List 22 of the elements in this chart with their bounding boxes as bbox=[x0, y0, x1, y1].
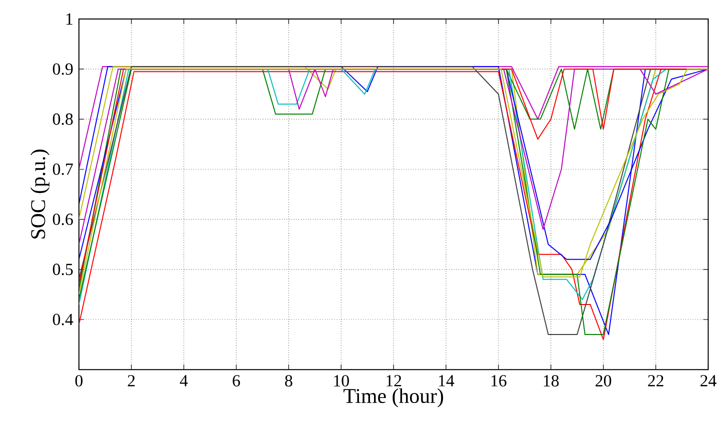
y-tick-label: 0.7 bbox=[52, 164, 73, 176]
x-axis-title: Time (hour) bbox=[344, 388, 444, 408]
x-tick-label: 24 bbox=[700, 375, 716, 387]
y-axis-title: SOC (p.u.) bbox=[30, 150, 50, 239]
x-tick-label: 16 bbox=[491, 375, 506, 387]
x-tick-label: 4 bbox=[180, 375, 188, 386]
x-tick-label: 22 bbox=[648, 375, 664, 387]
x-tick-label: 6 bbox=[232, 375, 240, 387]
x-tick-label: 20 bbox=[596, 375, 612, 387]
x-tick-label: 2 bbox=[128, 375, 135, 387]
y-tick-label: 0.4 bbox=[52, 314, 74, 326]
y-tick-label: 0.6 bbox=[52, 214, 73, 226]
x-tick-label: 10 bbox=[334, 375, 349, 387]
x-tick-label: 18 bbox=[544, 375, 559, 387]
y-tick-label: 0.5 bbox=[52, 264, 73, 276]
y-tick-label: 1 bbox=[66, 14, 72, 25]
y-tick-label: 0.8 bbox=[52, 114, 73, 126]
x-tick-label: 12 bbox=[386, 375, 402, 387]
y-tick-label: 0.9 bbox=[52, 64, 73, 76]
x-tick-label: 8 bbox=[285, 375, 292, 387]
x-tick-label: 14 bbox=[439, 375, 454, 386]
x-tick-label: 0 bbox=[75, 375, 83, 387]
